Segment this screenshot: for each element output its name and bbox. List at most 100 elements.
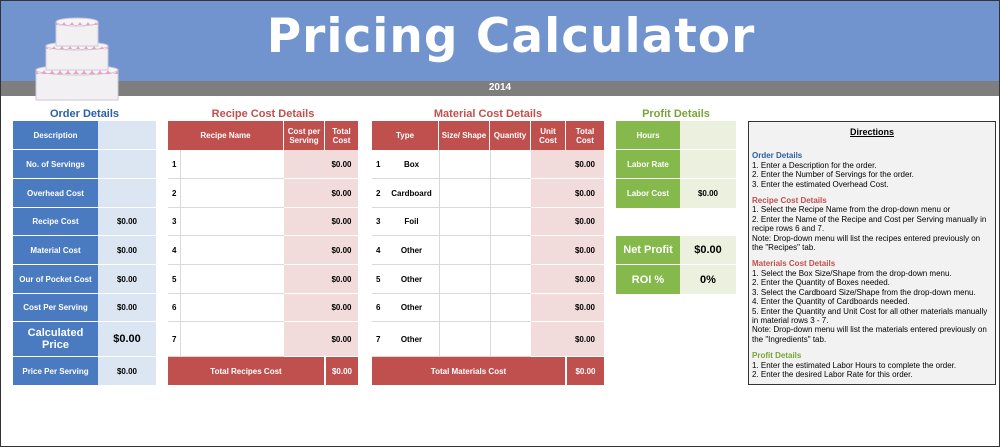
material-total-cost: $0.00 (566, 322, 604, 357)
recipe-row-number: 6 (168, 294, 180, 322)
material-size-shape-select[interactable] (439, 208, 490, 236)
material-row-number: 6 (372, 294, 384, 322)
description-input[interactable] (98, 121, 156, 150)
recipe-row-number: 4 (168, 236, 180, 265)
order-details-title: Order Details (49, 108, 120, 120)
material-total-cost: $0.00 (566, 208, 604, 236)
recipe-total-cost: $0.00 (325, 322, 358, 357)
directions-line: Note: Drop-down menu will list the recip… (752, 233, 981, 253)
material-cost-value: $0.00 (98, 236, 156, 265)
material-size-shape-select[interactable] (439, 322, 490, 357)
recipe-name-input[interactable] (180, 179, 284, 208)
material-row-number: 5 (372, 265, 384, 294)
material-quantity-input[interactable] (490, 236, 531, 265)
material-row-number: 1 (372, 150, 384, 179)
material-quantity-input[interactable] (490, 294, 531, 322)
year-label: 2014 (488, 82, 512, 93)
recipe-name-input[interactable] (180, 294, 284, 322)
material-header-unit-cost: Unit Cost (531, 121, 566, 150)
recipe-row-number: 7 (168, 322, 180, 357)
labor-cost-value: $0.00 (680, 179, 736, 208)
overhead-input[interactable] (98, 179, 156, 208)
labor-rate-input[interactable] (680, 150, 736, 179)
material-row-number: 3 (372, 208, 384, 236)
directions-line: 3. Enter the estimated Overhead Cost. (752, 179, 889, 189)
roi-label: ROI % (616, 265, 680, 294)
cake-logo (35, 17, 119, 101)
material-size-shape-select[interactable] (439, 236, 490, 265)
recipe-name-input[interactable] (180, 208, 284, 236)
material-total-cost: $0.00 (566, 179, 604, 208)
order-label-calculated-price: Calculated Price (13, 322, 98, 357)
recipe-total-cost: $0.00 (325, 265, 358, 294)
directions-line: 2. Enter the Number of Servings for the … (752, 170, 914, 180)
recipe-name-input[interactable] (180, 265, 284, 294)
order-label-servings: No. of Servings (13, 150, 98, 179)
material-unit-cost[interactable] (531, 294, 566, 322)
material-quantity-input[interactable] (490, 265, 531, 294)
directions-line: Note: Drop-down menu will list the mater… (752, 325, 987, 344)
recipe-cost-per-serving-input[interactable] (284, 236, 325, 265)
material-unit-cost[interactable] (531, 322, 566, 357)
material-unit-cost[interactable] (531, 208, 566, 236)
material-unit-cost[interactable] (531, 179, 566, 208)
order-label-description: Description (13, 121, 98, 150)
recipe-row-number: 3 (168, 208, 180, 236)
title-banner: Pricing Calculator (1, 1, 999, 81)
directions-line: 2. Enter the Name of the Recipe and Cost… (752, 214, 987, 234)
recipe-cost-per-serving-input[interactable] (284, 179, 325, 208)
directions-profit-heading: Profit Details (752, 351, 802, 361)
recipe-name-input[interactable] (180, 150, 284, 179)
material-type: Other (384, 236, 439, 265)
material-type: Other (384, 265, 439, 294)
order-label-pocket-cost: Our of Pocket Cost (13, 265, 98, 294)
material-size-shape-select[interactable] (439, 179, 490, 208)
directions-panel: Directions Order Details 1. Enter a Desc… (748, 121, 996, 385)
material-size-shape-select[interactable] (439, 265, 490, 294)
material-unit-cost[interactable] (531, 265, 566, 294)
hours-input[interactable] (680, 121, 736, 150)
material-size-shape-select[interactable] (439, 150, 490, 179)
recipe-cost-per-serving-input[interactable] (284, 322, 325, 357)
recipe-name-input[interactable] (180, 322, 284, 357)
recipe-row-number: 1 (168, 150, 180, 179)
material-total-cost: $0.00 (566, 294, 604, 322)
pocket-cost-value: $0.00 (98, 265, 156, 294)
material-unit-cost[interactable] (531, 236, 566, 265)
directions-line: 4. Enter the Quantity of Cardboards need… (752, 297, 910, 307)
material-unit-cost[interactable] (531, 150, 566, 179)
recipe-header-cost-per-serving: Cost per Serving (284, 121, 325, 150)
recipe-cost-per-serving-input[interactable] (284, 150, 325, 179)
material-quantity-input[interactable] (490, 150, 531, 179)
material-total-cost: $0.00 (566, 265, 604, 294)
recipe-name-input[interactable] (180, 236, 284, 265)
material-size-shape-select[interactable] (439, 294, 490, 322)
recipe-total-cost: $0.00 (325, 208, 358, 236)
profit-label-labor-cost: Labor Cost (616, 179, 680, 208)
order-label-price-per-serving: Price Per Serving (13, 357, 98, 385)
net-profit-value: $0.00 (680, 236, 736, 265)
material-quantity-input[interactable] (490, 208, 531, 236)
directions-materials-heading: Materials Cost Details (752, 259, 836, 269)
total-recipes-cost-label: Total Recipes Cost (168, 357, 325, 385)
recipe-details-title: Recipe Cost Details (211, 108, 315, 120)
recipe-cost-value: $0.00 (98, 208, 156, 236)
directions-line: 1. Enter a Description for the order. (752, 160, 877, 170)
servings-input[interactable] (98, 150, 156, 179)
directions-line: 1. Select the Box Size/Shape from the dr… (752, 268, 952, 278)
recipe-cost-per-serving-input[interactable] (284, 208, 325, 236)
directions-line: 2. Enter the desired Labor Rate for this… (752, 369, 913, 379)
material-row-number: 4 (372, 236, 384, 265)
material-header-quantity: Quantity (490, 121, 531, 150)
material-quantity-input[interactable] (490, 179, 531, 208)
price-per-serving-value: $0.00 (98, 357, 156, 385)
recipe-cost-per-serving-input[interactable] (284, 265, 325, 294)
recipe-cost-per-serving-input[interactable] (284, 294, 325, 322)
material-details-title: Material Cost Details (433, 108, 543, 120)
material-type: Other (384, 322, 439, 357)
roi-value: 0% (680, 265, 736, 294)
material-total-cost: $0.00 (566, 150, 604, 179)
material-quantity-input[interactable] (490, 322, 531, 357)
material-header-type: Type (372, 121, 439, 150)
profit-details-title: Profit Details (642, 108, 710, 120)
